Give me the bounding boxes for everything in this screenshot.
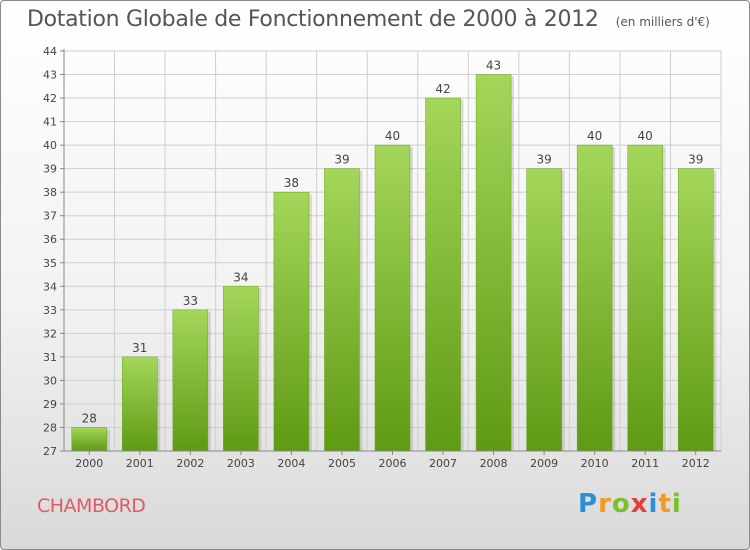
- x-tick-label: 2010: [581, 457, 609, 470]
- x-tick-label: 2002: [176, 457, 204, 470]
- x-tick-label: 2006: [379, 457, 407, 470]
- chart-title: Dotation Globale de Fonctionnement de 20…: [27, 7, 599, 32]
- x-tick-label: 2008: [480, 457, 508, 470]
- bar-value-label: 40: [587, 129, 602, 143]
- axis-layer: [60, 49, 721, 455]
- bar-value-label: 40: [638, 129, 653, 143]
- x-tick-label: 2001: [126, 457, 154, 470]
- y-tick-label: 37: [43, 210, 57, 223]
- x-tick-label: 2007: [429, 457, 457, 470]
- bar-value-label: 42: [435, 82, 450, 96]
- bar: [223, 286, 259, 452]
- logo-letter: o: [611, 489, 631, 519]
- y-tick-label: 44: [43, 45, 57, 58]
- logo-letter: x: [630, 489, 649, 519]
- y-tick-label: 40: [43, 139, 57, 152]
- y-tick-label: 38: [43, 186, 57, 199]
- bar-value-label: 38: [284, 176, 299, 190]
- bar-value-label: 39: [334, 153, 349, 167]
- bar: [526, 168, 562, 452]
- logo-letter: P: [578, 489, 599, 519]
- bar: [273, 191, 310, 452]
- bar-value-label: 33: [183, 294, 198, 308]
- y-tick-label: 39: [43, 163, 57, 176]
- bar: [425, 97, 461, 452]
- bar: [374, 144, 411, 452]
- y-tick-label: 28: [43, 421, 57, 434]
- logo-letter: i: [671, 489, 682, 519]
- bar-value-label: 43: [486, 59, 501, 73]
- y-tick-label: 41: [43, 116, 57, 129]
- commune-name: CHAMBORD: [37, 495, 146, 517]
- x-tick-label: 2004: [277, 457, 305, 470]
- y-tick-label: 31: [43, 351, 57, 364]
- y-tick-label: 42: [43, 92, 57, 105]
- bar: [71, 427, 108, 452]
- x-tick-label: 2005: [328, 457, 356, 470]
- y-tick-label: 35: [43, 257, 57, 270]
- bar: [122, 356, 158, 452]
- y-tick-label: 29: [43, 398, 57, 411]
- y-tick-label: 36: [43, 233, 57, 246]
- x-tick-label: 2011: [631, 457, 659, 470]
- logo-letter: t: [658, 489, 672, 519]
- y-tick-label: 43: [43, 69, 57, 82]
- bar: [475, 74, 512, 452]
- x-tick-label: 2003: [227, 457, 255, 470]
- bar: [677, 168, 714, 452]
- chart-unit: (en milliers d'€): [615, 15, 710, 29]
- bar-value-label: 40: [385, 129, 400, 143]
- bar: [627, 144, 663, 452]
- y-tick-label: 32: [43, 327, 57, 340]
- y-tick-label: 30: [43, 374, 57, 387]
- bar-value-label: 31: [132, 341, 147, 355]
- bars-layer: [71, 74, 717, 452]
- y-tick-label: 33: [43, 304, 57, 317]
- logo-letter: r: [598, 489, 612, 519]
- bar: [576, 144, 613, 452]
- bar-value-label: 28: [82, 411, 97, 425]
- bar: [324, 168, 360, 452]
- y-tick-label: 34: [43, 280, 57, 293]
- bar-value-label: 39: [536, 153, 551, 167]
- logo-letter: i: [648, 489, 659, 519]
- y-tick-label: 27: [43, 445, 57, 458]
- proxiti-logo: Proxiti: [578, 489, 682, 519]
- x-tick-label: 2012: [682, 457, 710, 470]
- bar-value-label: 34: [233, 270, 248, 284]
- bar: [172, 309, 209, 452]
- labels-layer: 27 28 29 30 31 32 33 34 35 36 37 38 39 40 41 42 43 44 28 20…: [43, 45, 710, 470]
- title-row: Dotation Globale de Fonctionnement de 20…: [27, 7, 710, 32]
- x-tick-label: 2009: [530, 457, 558, 470]
- bar-value-label: 39: [688, 153, 703, 167]
- x-tick-label: 2000: [75, 457, 103, 470]
